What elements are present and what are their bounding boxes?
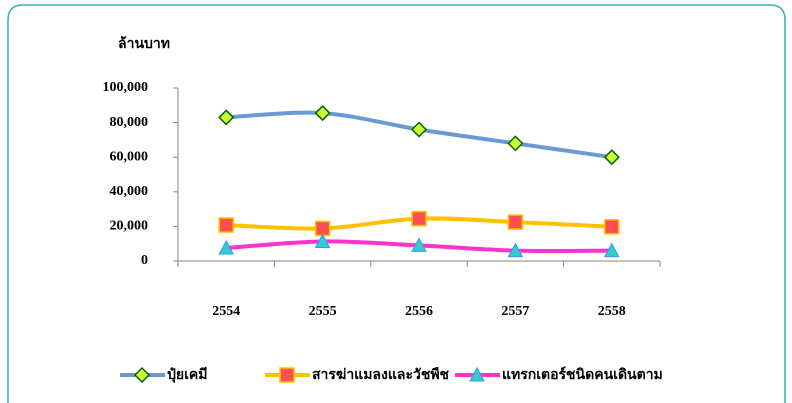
marker-square [411, 210, 427, 227]
y-tick-label: 60,000 [110, 149, 149, 164]
marker-diamond [314, 105, 331, 122]
marker-diamond [218, 109, 235, 126]
marker-square [604, 218, 620, 235]
y-tick-label: 80,000 [110, 115, 149, 130]
marker-triangle [218, 239, 235, 255]
marker-diamond [410, 121, 428, 138]
legend-label: ปุ๋ยเคมี [167, 367, 207, 383]
marker-square [314, 220, 331, 237]
marker-triangle [314, 233, 331, 248]
frame [7, 4, 786, 403]
y-tick-label: 20,000 [110, 219, 149, 234]
marker-diamond [507, 135, 524, 152]
marker-square [507, 214, 524, 230]
marker-square [279, 367, 295, 383]
marker-diamond [603, 149, 620, 166]
x-tick-label: 2554 [212, 304, 240, 319]
x-tick-label: 2558 [598, 304, 626, 319]
y-tick-label: 0 [141, 253, 148, 268]
y-axis-label: ล้านบาท [118, 36, 170, 52]
marker-triangle [603, 242, 620, 258]
marker-triangle [469, 366, 485, 382]
marker-square [218, 217, 234, 233]
marker-triangle [507, 242, 524, 258]
x-tick-label: 2557 [501, 304, 529, 319]
marker-triangle [411, 237, 427, 252]
y-tick-label: 100,000 [103, 80, 149, 95]
legend-label: สารฆ่าแมลงและวัชพืช [312, 367, 450, 383]
x-tick-label: 2555 [309, 304, 337, 319]
x-tick-label: 2556 [405, 304, 433, 319]
marker-diamond [133, 366, 151, 384]
legend-label: แทรกเตอร์ชนิดคนเดินตาม [502, 366, 663, 383]
y-tick-label: 40,000 [110, 184, 149, 199]
